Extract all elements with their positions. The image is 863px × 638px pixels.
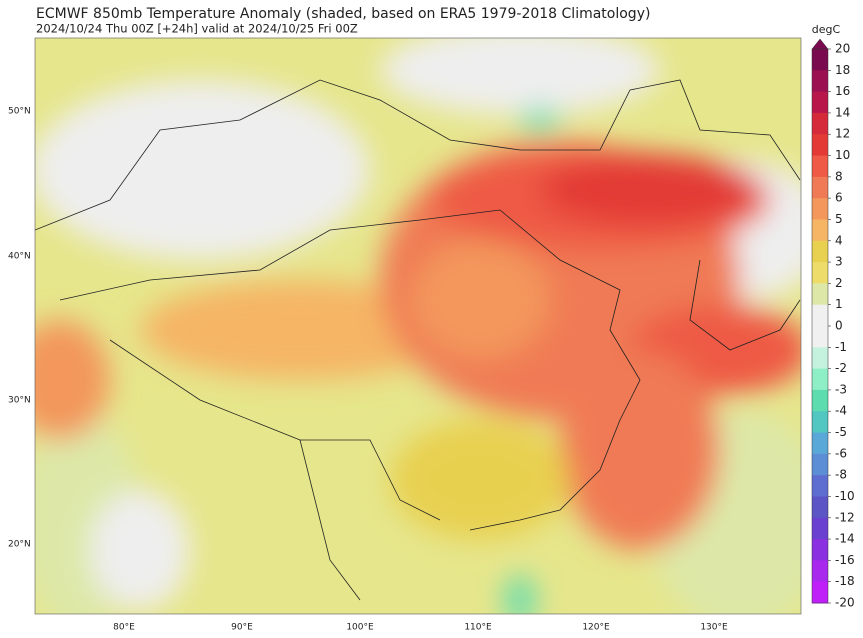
colorbar-label: 2 [835, 276, 843, 290]
colorbar-label: 18 [835, 63, 850, 77]
colorbar-segment [812, 198, 828, 220]
latitude-label: 30°N [8, 396, 31, 406]
colorbar-segment [812, 70, 828, 93]
colorbar-label: -2 [835, 361, 847, 375]
colorbar-segment [812, 453, 828, 476]
colorbar-label: -5 [835, 425, 847, 439]
title: ECMWF 850mb Temperature Anomaly (shaded,… [36, 6, 650, 22]
colorbar-label: 16 [835, 84, 850, 98]
colorbar-label: 20 [835, 42, 850, 56]
latitude-label: 50°N [8, 107, 31, 117]
colorbar-label: -4 [835, 404, 847, 418]
colorbar-label: -3 [835, 382, 847, 396]
colorbar-label: 3 [835, 255, 843, 269]
colorbar-label: 4 [835, 233, 843, 247]
colorbar-label: -12 [835, 510, 855, 524]
colorbar-segment [812, 496, 828, 519]
colorbar-arrow [811, 38, 829, 50]
anomaly-field [35, 38, 801, 614]
colorbar-segment [812, 326, 828, 348]
longitude-label: 80°E [113, 623, 135, 633]
colorbar-segment [812, 155, 828, 178]
colorbar-label: 8 [835, 169, 843, 183]
colorbar-label: 1 [835, 297, 843, 311]
colorbar-label: 10 [835, 148, 850, 162]
longitude-label: 130°E [700, 623, 728, 633]
colorbar-label: -6 [835, 446, 847, 460]
colorbar-label: -8 [835, 468, 847, 482]
longitude-label: 120°E [582, 623, 610, 633]
colorbar-segment [812, 240, 828, 263]
colorbar-segment [812, 517, 828, 540]
colorbar-segment [812, 304, 828, 327]
colorbar-segment [812, 475, 828, 497]
latitude-label: 20°N [8, 540, 31, 550]
colorbar-segment [812, 560, 828, 583]
colorbar-segment [812, 368, 828, 391]
colorbar-segment [812, 411, 828, 434]
map [35, 38, 801, 614]
colorbar-segment [812, 262, 828, 284]
longitude-label: 110°E [464, 623, 492, 633]
colorbar-label: 14 [835, 105, 850, 119]
colorbar-label: 0 [835, 319, 843, 333]
subtitle: 2024/10/24 Thu 00Z [+24h] valid at 2024/… [36, 22, 358, 36]
colorbar-segment [812, 432, 828, 455]
longitude-label: 90°E [231, 623, 253, 633]
colorbar-segment [812, 176, 828, 199]
colorbar-segment [812, 49, 828, 71]
colorbar-label: 12 [835, 127, 850, 141]
colorbar-label: 6 [835, 191, 843, 205]
colorbar-segment [812, 91, 828, 114]
colorbar-label: -20 [835, 596, 855, 610]
colorbar-segment [812, 112, 828, 135]
colorbar-segment [812, 219, 828, 242]
colorbar-label: 5 [835, 212, 843, 226]
colorbar-segment [812, 283, 828, 306]
colorbar-label: -1 [835, 340, 847, 354]
colorbar-label: -16 [835, 553, 855, 567]
latitude-label: 40°N [8, 252, 31, 262]
colorbar-segment [812, 539, 828, 561]
colorbar-segment [812, 581, 828, 604]
borders [35, 79, 801, 601]
longitude-label: 100°E [346, 623, 374, 633]
colorbar-segment [812, 347, 828, 370]
colorbar-label: -10 [835, 489, 855, 503]
map-frame [34, 37, 802, 615]
colorbar-unit: degC [812, 23, 841, 36]
colorbar-segment [812, 389, 828, 412]
colorbar-label: -14 [835, 532, 855, 546]
colorbar-label: -18 [835, 574, 855, 588]
colorbar-segment [812, 134, 828, 157]
